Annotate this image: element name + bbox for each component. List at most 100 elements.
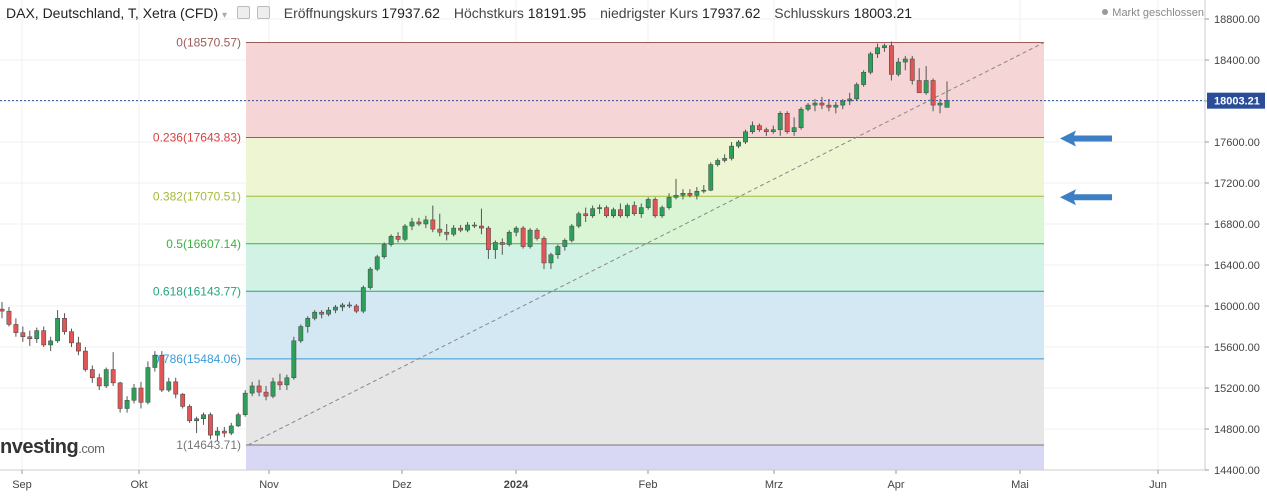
candle-body [55,318,60,342]
fibonacci-level-label: 1(14643.71) [176,438,241,452]
last-price-label: 18003.21 [1214,96,1260,108]
candlesticks [0,41,950,442]
toggle-icon[interactable] [256,6,270,19]
candle-body [367,268,373,288]
candle-body [194,418,199,422]
candle-body [583,213,589,217]
candle-body [812,102,818,106]
chevron-down-icon[interactable]: ▾ [222,10,228,21]
candle-body [840,100,846,106]
candle-body [20,332,26,337]
left-arrow-icon[interactable] [1060,130,1112,147]
high-value: 18191.95 [527,5,587,21]
candle-body [242,392,248,415]
candle-body [34,330,40,340]
fibonacci-zone [246,196,1044,244]
trend-line-dashed[interactable] [247,42,1045,446]
candle-body [6,310,12,325]
candle-body [916,80,922,94]
candle-body [89,369,95,378]
candle-body [347,304,352,307]
candle-body [284,377,290,386]
investing-logo: nvesting.com [0,436,105,459]
candle-body [41,330,47,346]
fibonacci-zone [246,291,1044,359]
fibonacci-zone [246,137,1044,197]
candle-body [534,229,540,239]
candle-body [472,224,477,227]
candle-body [611,209,616,217]
settings-icon[interactable] [236,6,250,19]
candle-body [930,80,936,106]
fibonacci-zone [246,445,1044,470]
candle-body [277,381,283,386]
candle-body [215,430,220,436]
x-axis-tick-label: Feb [639,479,658,491]
candle-body [590,208,596,217]
y-axis-tick-label: 18400.00 [1214,55,1260,67]
fibonacci-zone [246,358,1044,446]
open-label: Eröffnungskurs [283,5,378,21]
logo-suffix: .com [78,441,105,456]
candle-body [527,229,533,247]
candle-body [826,104,832,108]
candle-body [618,209,623,217]
candle-body [902,58,908,63]
candle-body [159,354,165,391]
last-price-badge [1207,92,1265,109]
fibonacci-level-label: 0.786(15484.06) [153,352,241,366]
candle-body [645,199,651,208]
candle-body [333,306,338,311]
candle-body [479,225,484,229]
candle-body [166,381,172,391]
candle-body [638,207,644,215]
candle-body [694,190,700,196]
y-axis-tick-label: 15600.00 [1214,342,1260,354]
chart-header: DAX, Deutschland, T, Xetra (CFD) ▾ Eröff… [6,5,912,21]
candle-body [291,340,297,379]
candle-body [235,414,241,427]
candle-body [485,227,491,250]
candle-body [729,145,734,159]
arrow-annotations[interactable] [1060,130,1112,206]
open-value: 17937.62 [381,5,440,21]
candle-body [451,227,457,235]
candle-body [82,350,88,370]
candle-body [784,113,790,133]
candle-body [944,100,950,108]
candle-body [326,309,331,315]
y-axis-tick-label: 17200.00 [1214,178,1260,190]
candle-body [180,393,186,407]
candle-body [430,219,436,230]
candle-body [13,324,19,333]
candle-body [541,238,547,264]
x-axis-tick-label: Mai [1011,479,1029,491]
candle-body [520,227,526,247]
x-axis-tick-label: Dez [392,479,412,491]
symbol-title[interactable]: DAX, Deutschland, T, Xetra (CFD) [6,5,219,21]
fibonacci-level-label: 0.5(16607.14) [166,237,241,251]
x-axis-tick-label: 2024 [504,479,529,491]
candle-body [27,336,33,340]
y-axis-tick-label: 18800.00 [1214,14,1260,26]
candle-body [805,104,811,110]
candle-body [381,244,387,258]
candle-body [854,84,860,100]
candle-body [96,377,102,387]
candle-body [701,189,707,192]
low-value: 17937.62 [702,5,761,21]
candle-body [62,318,67,332]
candle-body [506,231,512,245]
candle-body [875,47,880,55]
y-axis-tick-label: 16400.00 [1214,260,1260,272]
candle-body [138,387,144,403]
candle-body [76,342,81,352]
candle-body [360,287,366,312]
candle-body [770,129,776,132]
left-arrow-icon[interactable] [1060,189,1112,206]
fibonacci-zones [246,42,1044,470]
trend-line[interactable] [247,42,1045,446]
candle-body [763,129,769,132]
candle-body [221,430,227,434]
